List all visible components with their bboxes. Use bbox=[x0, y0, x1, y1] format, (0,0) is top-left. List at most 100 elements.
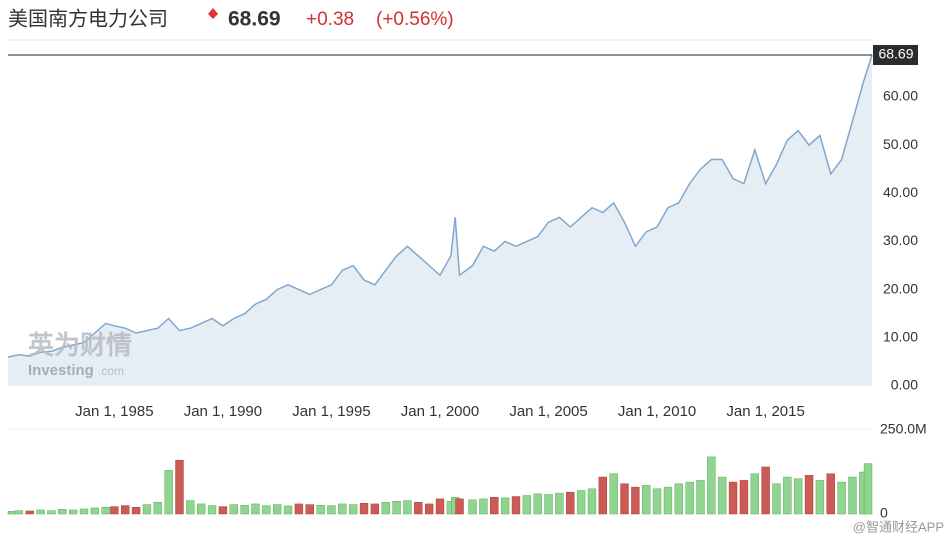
volume-bar bbox=[153, 501, 162, 515]
price: 68.69 bbox=[228, 8, 281, 31]
volume-bar bbox=[761, 466, 770, 515]
volume-bar bbox=[544, 494, 553, 515]
volume-bar bbox=[685, 481, 694, 515]
volume-bar bbox=[142, 504, 152, 515]
volume-bar bbox=[435, 498, 445, 515]
x-tick-label: Jan 1, 2005 bbox=[509, 403, 587, 420]
volume-bar bbox=[316, 505, 325, 515]
volume-bar bbox=[207, 505, 217, 515]
volume-bar bbox=[47, 510, 56, 515]
y-tick-label: 60.00 bbox=[883, 88, 918, 104]
x-tick-label: Jan 1, 1985 bbox=[75, 403, 153, 420]
volume-bar bbox=[403, 500, 412, 515]
volume-bar bbox=[131, 507, 141, 515]
volume-bar bbox=[815, 480, 825, 515]
volume-bar bbox=[642, 485, 651, 515]
volume-bar bbox=[728, 481, 738, 515]
volume-bar bbox=[750, 473, 759, 515]
y-tick-label: 30.00 bbox=[883, 232, 918, 248]
volume-tick-label: 0 bbox=[880, 505, 888, 521]
volume-bar bbox=[68, 509, 78, 515]
watermark-suffix: .com bbox=[98, 364, 124, 378]
volume-bar bbox=[598, 476, 608, 515]
volume-bar bbox=[848, 476, 857, 515]
y-tick-label: 50.00 bbox=[883, 136, 918, 152]
y-tick-label: 10.00 bbox=[883, 329, 918, 345]
volume-bar bbox=[101, 507, 110, 515]
volume-bar bbox=[631, 486, 640, 515]
volume-bar bbox=[837, 481, 846, 515]
volume-bar bbox=[826, 473, 835, 515]
volume-bar bbox=[25, 510, 34, 515]
volume-bar bbox=[793, 478, 803, 515]
x-tick-label: Jan 1, 2000 bbox=[401, 403, 479, 420]
volume-bar bbox=[566, 491, 575, 515]
volume-bar bbox=[739, 480, 749, 515]
volume-bar bbox=[58, 509, 67, 515]
volume-bar bbox=[522, 495, 532, 515]
y-tick-label: 40.00 bbox=[883, 184, 918, 200]
up-marker bbox=[208, 8, 218, 19]
volume-bar bbox=[511, 496, 521, 515]
volume-bar bbox=[348, 504, 358, 515]
volume-bar bbox=[663, 486, 673, 515]
volume-bar bbox=[359, 502, 369, 515]
y-tick-label: 20.00 bbox=[883, 280, 918, 296]
volume-bar bbox=[533, 493, 542, 515]
volume-bar bbox=[240, 505, 249, 515]
volume-bar bbox=[36, 509, 45, 515]
volume-bar bbox=[327, 505, 336, 515]
volume-bar bbox=[218, 506, 228, 515]
volume-bar bbox=[262, 505, 271, 515]
volume-bar bbox=[424, 503, 434, 515]
volume-bar bbox=[674, 483, 683, 515]
x-tick-label: Jan 1, 2015 bbox=[726, 403, 804, 420]
x-tick-label: Jan 1, 2010 bbox=[618, 403, 696, 420]
volume-bar bbox=[587, 488, 597, 515]
volume-bar bbox=[707, 456, 716, 515]
volume-bar bbox=[455, 498, 464, 515]
volume-tick-label: 250.0M bbox=[880, 421, 927, 437]
last-price-label: 68.69 bbox=[878, 46, 913, 62]
volume-bar bbox=[620, 483, 629, 515]
volume-bar bbox=[229, 504, 238, 515]
volume-bar bbox=[121, 505, 130, 515]
y-tick-label: 0.00 bbox=[891, 377, 918, 393]
volume-bar bbox=[718, 476, 727, 515]
watermark-source: @智通财经APP bbox=[853, 519, 944, 534]
change-pct: (+0.56%) bbox=[376, 9, 454, 30]
last-price-box bbox=[873, 44, 918, 65]
volume-bar bbox=[783, 476, 792, 515]
volume-bar bbox=[251, 503, 260, 515]
volume-bar bbox=[175, 459, 184, 515]
volume-bar bbox=[272, 504, 282, 515]
volume-bar bbox=[197, 503, 206, 515]
volume-bar bbox=[576, 490, 586, 515]
volume-bar bbox=[338, 503, 347, 515]
volume-bar bbox=[164, 470, 173, 515]
volume-bar bbox=[772, 483, 781, 515]
volume-bar bbox=[90, 507, 100, 515]
volume-bar bbox=[804, 475, 814, 515]
volume-bar bbox=[294, 503, 304, 515]
volume-bar bbox=[79, 508, 89, 515]
volume-bar bbox=[609, 473, 618, 515]
volume-bar bbox=[468, 499, 477, 515]
volume-bar bbox=[479, 498, 488, 515]
volume-bar bbox=[696, 480, 705, 515]
volume-bar bbox=[305, 504, 314, 515]
volume-bar bbox=[392, 500, 401, 515]
volume-bar bbox=[14, 510, 24, 515]
volume-bar bbox=[490, 496, 499, 515]
volume-bar bbox=[186, 500, 195, 515]
volume-bar bbox=[381, 501, 390, 515]
price-line bbox=[7, 54, 873, 358]
watermark-cn: 英为财情 bbox=[28, 330, 132, 360]
change: +0.38 bbox=[306, 9, 354, 30]
volume-bar bbox=[283, 505, 293, 515]
x-tick-label: Jan 1, 1995 bbox=[292, 403, 370, 420]
volume-bar bbox=[863, 463, 873, 515]
volume-bar bbox=[500, 497, 510, 515]
